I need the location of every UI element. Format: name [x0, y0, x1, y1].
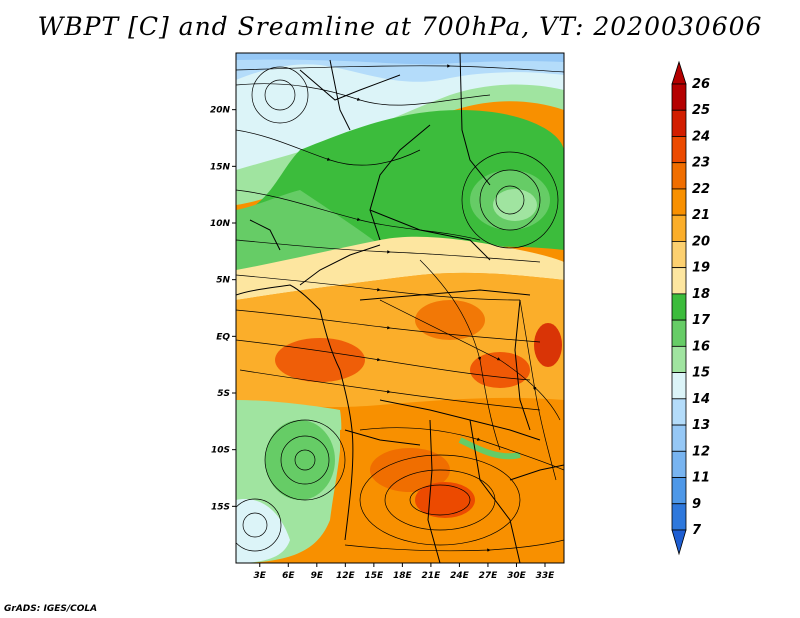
- lon-tick-label: 6E: [282, 571, 295, 581]
- lat-tick-label: 15N: [210, 162, 231, 172]
- colorbar-swatch: [671, 477, 687, 505]
- lon-tick-label: 21E: [422, 571, 442, 581]
- lat-tick-label: 10N: [210, 219, 231, 229]
- colorbar-level-label: 12: [692, 444, 710, 459]
- wbpt-colorbar: 26 25 24 23 22 21 20 19 18 17 16 15 14 13 12 11 9 7: [671, 60, 711, 556]
- colorbar-level-label: 20: [692, 234, 710, 249]
- colorbar-level-label: 14: [692, 392, 710, 407]
- lon-tick-label: 33E: [536, 571, 556, 581]
- lon-tick-label: 12E: [336, 571, 356, 581]
- colorbar-swatch: [671, 424, 687, 452]
- colorbar-swatch: [671, 83, 687, 111]
- latitude-axis: 20N 15N 10N 5N EQ 5S 10S 15S: [210, 106, 236, 512]
- colorbar-swatch: [671, 345, 687, 373]
- colorbar-swatch: [671, 241, 687, 269]
- streamlines: [236, 64, 564, 552]
- colorbar-swatch: [671, 109, 687, 137]
- lat-tick-label: 5S: [217, 389, 230, 399]
- wbpt-shaded-field: [236, 53, 564, 563]
- lat-tick-label: 5N: [216, 276, 230, 286]
- colorbar-swatch: [671, 293, 687, 321]
- country-borders: [236, 53, 564, 563]
- colorbar-swatch: [671, 136, 687, 164]
- lat-tick-label: EQ: [216, 332, 230, 342]
- colorbar-level-label: 16: [692, 339, 710, 354]
- lon-tick-label: 9E: [311, 571, 324, 581]
- colorbar-level-label: 9: [692, 497, 701, 512]
- colorbar-level-label: 11: [692, 471, 710, 486]
- lon-tick-label: 30E: [507, 571, 527, 581]
- colorbar-level-label: 13: [692, 418, 710, 433]
- colorbar-swatch: [671, 398, 687, 426]
- colorbar-swatch: [671, 214, 687, 242]
- colorbar-top-arrow: [671, 60, 687, 85]
- colorbar-level-label: 21: [692, 208, 710, 223]
- colorbar-swatch: [671, 319, 687, 347]
- colorbar-level-label: 15: [692, 366, 710, 381]
- colorbar-level-label: 26: [692, 77, 710, 92]
- colorbar-swatch: [671, 503, 687, 531]
- colorbar-level-label: 18: [692, 287, 710, 302]
- colorbar-level-label: 17: [692, 313, 711, 328]
- colorbar-level-label: 19: [692, 261, 710, 276]
- colorbar-swatch: [671, 267, 687, 295]
- map-title: WBPT [C] and Sreamline at 700hPa, VT: 20…: [37, 12, 763, 41]
- colorbar-level-label: 24: [692, 129, 710, 144]
- lat-tick-label: 15S: [211, 502, 230, 512]
- lon-tick-label: 18E: [393, 571, 413, 581]
- lat-tick-label: 10S: [211, 446, 230, 456]
- colorbar-level-label: 23: [692, 156, 710, 171]
- map-frame: [235, 52, 565, 564]
- lat-tick-label: 20N: [210, 106, 231, 116]
- colorbar-level-label: 25: [692, 103, 710, 118]
- credit-label: GrADS: IGES/COLA: [4, 604, 98, 614]
- lon-tick-label: 3E: [254, 571, 267, 581]
- colorbar-swatch: [671, 450, 687, 478]
- colorbar-swatch: [671, 372, 687, 400]
- colorbar-level-label: 22: [692, 182, 710, 197]
- colorbar-swatch: [671, 162, 687, 190]
- lon-tick-label: 27E: [479, 571, 499, 581]
- colorbar-bottom-arrow: [671, 529, 687, 556]
- lon-tick-label: 24E: [450, 571, 470, 581]
- longitude-axis: 3E 6E 9E 12E 15E 18E 21E 24E 27E 30E 33E: [254, 563, 556, 581]
- lon-tick-label: 15E: [365, 571, 385, 581]
- colorbar-swatch: [671, 188, 687, 216]
- colorbar-level-label: 7: [692, 523, 702, 538]
